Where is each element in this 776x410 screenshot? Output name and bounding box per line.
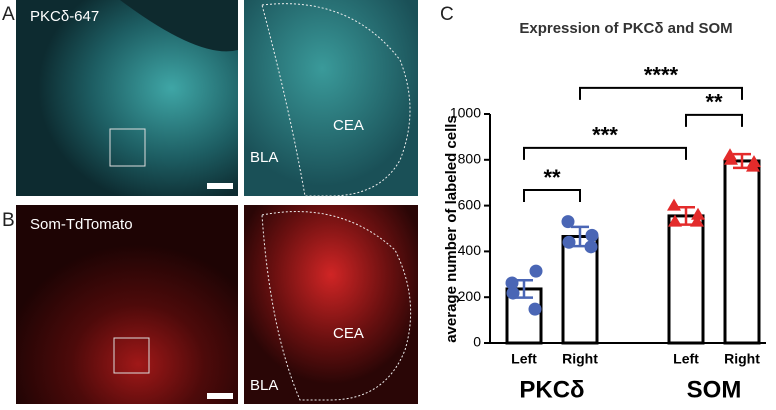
inset-box xyxy=(113,337,150,374)
panel-b-images xyxy=(16,205,418,404)
image xyxy=(244,205,418,404)
significance-bracket xyxy=(579,86,743,100)
data-point xyxy=(505,276,519,290)
panel-letter: B xyxy=(2,210,15,231)
significance-label: ** xyxy=(705,90,723,115)
x-tick-label: Left xyxy=(673,351,699,367)
significance-label: ** xyxy=(543,165,561,190)
image xyxy=(244,0,418,196)
data-point xyxy=(691,207,705,220)
bar xyxy=(723,159,761,345)
y-tick-label: 400 xyxy=(458,242,482,258)
error-bar xyxy=(733,152,751,170)
data-point xyxy=(528,302,542,316)
x-tick-label: Right xyxy=(562,351,598,367)
data-point xyxy=(724,152,738,165)
region-label: CEA xyxy=(333,325,364,342)
data-point xyxy=(746,159,760,172)
bar xyxy=(561,235,599,345)
y-tick-label: 200 xyxy=(458,288,482,304)
data-point xyxy=(561,215,575,229)
significance-bracket xyxy=(685,113,743,127)
y-axis-label: average number of labeled cells xyxy=(443,115,460,343)
y-tick-label: 600 xyxy=(458,196,482,212)
data-point xyxy=(668,214,682,227)
significance-label: *** xyxy=(592,123,618,148)
x-tick-label: Left xyxy=(511,351,537,367)
image xyxy=(16,205,238,404)
significance-label: **** xyxy=(644,63,679,88)
significance-bracket xyxy=(523,189,581,203)
region-label: CEA xyxy=(333,117,364,134)
data-point xyxy=(506,286,520,300)
group-label: PKCδ xyxy=(519,376,584,403)
data-point xyxy=(667,198,681,211)
significance-bracket xyxy=(523,146,687,160)
data-point xyxy=(584,240,598,254)
y-tick-label: 800 xyxy=(458,151,482,167)
error-bar xyxy=(515,279,533,299)
y-tick-label: 0 xyxy=(473,334,481,350)
scale-bar xyxy=(207,183,233,189)
inset-box xyxy=(109,128,146,167)
panel-letter: C xyxy=(440,4,454,25)
data-point xyxy=(585,228,599,242)
data-point xyxy=(562,235,576,249)
data-point xyxy=(690,214,704,227)
image-label: PKCδ-647 xyxy=(30,8,99,25)
scale-bar xyxy=(207,393,233,399)
chart: Expression of PKCδ and SOM average numbe… xyxy=(443,20,766,403)
group-label: SOM xyxy=(687,376,742,403)
chart-title: Expression of PKCδ and SOM xyxy=(519,20,732,37)
tissue-edge xyxy=(120,0,238,52)
region-label: BLA xyxy=(250,149,278,166)
data-point xyxy=(529,264,543,278)
panel-letter: A xyxy=(2,4,15,25)
bar xyxy=(667,214,705,345)
x-tick-label: Right xyxy=(724,351,760,367)
region-label: BLA xyxy=(250,377,278,394)
image-label: Som-TdTomato xyxy=(30,216,133,233)
panel-a-images xyxy=(16,0,418,197)
y-tick-label: 1000 xyxy=(450,105,481,121)
